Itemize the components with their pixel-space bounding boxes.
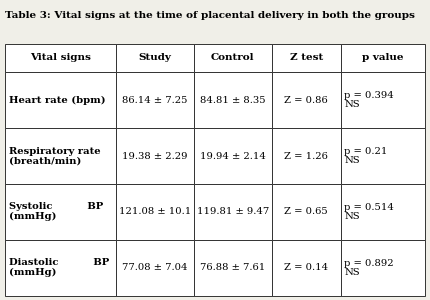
Text: Z = 0.65: Z = 0.65 — [284, 207, 328, 216]
Text: 19.94 ± 2.14: 19.94 ± 2.14 — [200, 152, 266, 160]
Text: Table 3: Vital signs at the time of placental delivery in both the groups: Table 3: Vital signs at the time of plac… — [5, 11, 415, 20]
Bar — [117, 184, 194, 240]
Text: (mmHg): (mmHg) — [9, 268, 56, 277]
Bar — [272, 240, 341, 296]
Text: p = 0.394: p = 0.394 — [344, 92, 394, 100]
Text: NS: NS — [344, 212, 360, 221]
Bar — [5, 184, 117, 240]
Bar — [341, 44, 425, 73]
Text: 86.14 ± 7.25: 86.14 ± 7.25 — [123, 96, 188, 105]
Text: p value: p value — [362, 53, 404, 62]
Text: p = 0.514: p = 0.514 — [344, 203, 394, 212]
Text: 119.81 ± 9.47: 119.81 ± 9.47 — [197, 207, 269, 216]
Bar — [5, 73, 117, 128]
Text: Control: Control — [211, 53, 255, 62]
Text: p = 0.21: p = 0.21 — [344, 147, 388, 156]
Bar — [194, 44, 272, 73]
Text: (mmHg): (mmHg) — [9, 212, 56, 221]
Text: Systolic          BP: Systolic BP — [9, 202, 103, 211]
Bar — [194, 73, 272, 128]
Bar — [341, 73, 425, 128]
Text: NS: NS — [344, 156, 360, 165]
Bar — [341, 240, 425, 296]
Text: Heart rate (bpm): Heart rate (bpm) — [9, 96, 105, 105]
Bar — [117, 240, 194, 296]
Bar — [117, 73, 194, 128]
Text: Vital signs: Vital signs — [31, 53, 91, 62]
Bar — [117, 128, 194, 184]
Text: Respiratory rate: Respiratory rate — [9, 147, 100, 156]
Text: NS: NS — [344, 100, 360, 109]
Text: Z = 1.26: Z = 1.26 — [284, 152, 328, 160]
Bar — [272, 184, 341, 240]
Text: Z = 0.14: Z = 0.14 — [284, 263, 329, 272]
Bar — [341, 128, 425, 184]
Text: Z test: Z test — [290, 53, 323, 62]
Text: (breath/min): (breath/min) — [9, 157, 81, 166]
Text: 19.38 ± 2.29: 19.38 ± 2.29 — [123, 152, 188, 160]
Bar — [194, 240, 272, 296]
Bar — [117, 44, 194, 73]
Text: Diastolic          BP: Diastolic BP — [9, 258, 109, 267]
Text: 84.81 ± 8.35: 84.81 ± 8.35 — [200, 96, 266, 105]
Text: Study: Study — [139, 53, 172, 62]
Text: 121.08 ± 10.1: 121.08 ± 10.1 — [119, 207, 191, 216]
Bar — [194, 128, 272, 184]
Text: p = 0.892: p = 0.892 — [344, 259, 394, 268]
Bar — [272, 73, 341, 128]
Bar — [341, 184, 425, 240]
Bar — [272, 44, 341, 73]
Text: Z = 0.86: Z = 0.86 — [284, 96, 328, 105]
Text: 77.08 ± 7.04: 77.08 ± 7.04 — [123, 263, 188, 272]
Bar — [272, 128, 341, 184]
Bar — [5, 44, 117, 73]
Text: NS: NS — [344, 268, 360, 277]
Bar — [5, 240, 117, 296]
Text: 76.88 ± 7.61: 76.88 ± 7.61 — [200, 263, 265, 272]
Bar — [194, 184, 272, 240]
Bar — [5, 128, 117, 184]
